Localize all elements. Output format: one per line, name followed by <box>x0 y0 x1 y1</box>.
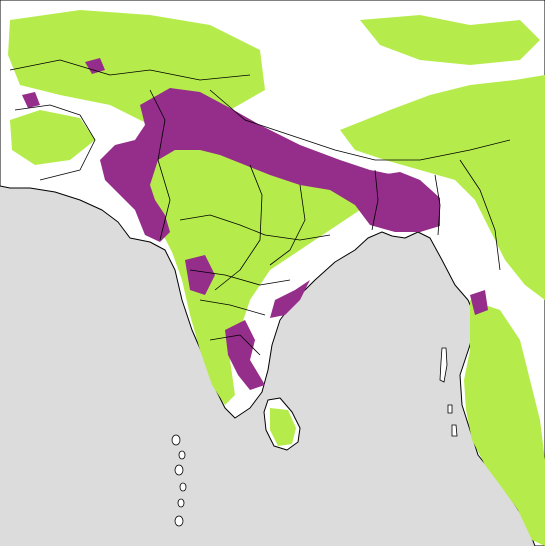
admin-borders <box>9 59 511 356</box>
vegetation-purple <box>22 58 488 390</box>
andaman-islands <box>439 347 458 437</box>
vegetation-green <box>8 10 545 546</box>
maldives-islands <box>171 434 187 527</box>
